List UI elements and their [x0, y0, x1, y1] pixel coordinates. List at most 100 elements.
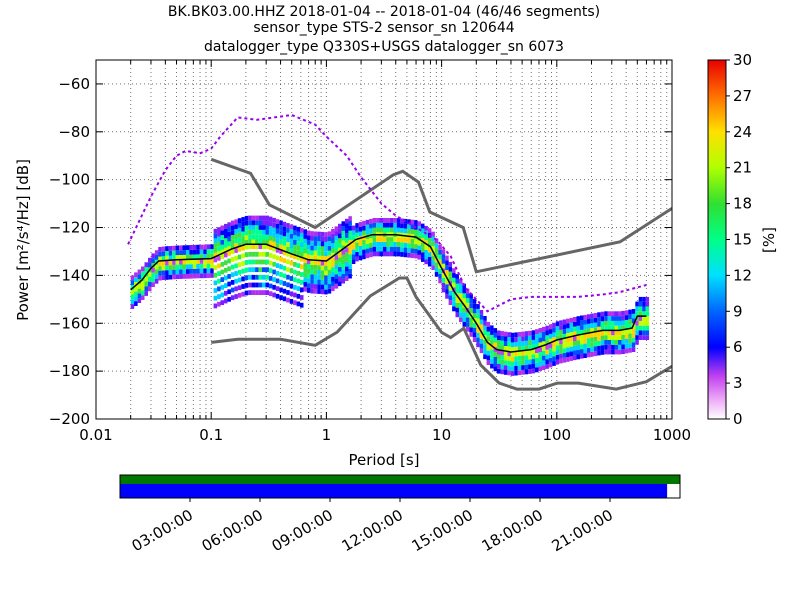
psd-cell	[154, 264, 159, 270]
psd-cell	[469, 308, 473, 313]
psd-cell	[452, 301, 456, 307]
psd-cell	[541, 355, 546, 361]
psd-cell	[234, 263, 238, 269]
psd-cell	[199, 249, 204, 255]
psd-cell	[351, 230, 356, 236]
psd-cell	[400, 223, 404, 229]
psd-cell	[490, 330, 494, 335]
psd-cell	[541, 346, 546, 351]
psd-cell	[293, 285, 297, 290]
psd-cell	[268, 291, 273, 297]
psd-cell	[203, 249, 207, 255]
psd-cell	[161, 256, 166, 261]
psd-cell	[497, 364, 501, 369]
psd-cell	[441, 263, 446, 269]
psd-cell	[497, 344, 501, 350]
psd-cell	[624, 324, 629, 330]
psd-cell	[645, 316, 650, 321]
psd-cell	[241, 276, 245, 282]
psd-cell	[541, 331, 546, 337]
psd-cell	[483, 354, 487, 360]
psd-cell	[313, 269, 318, 275]
psd-cell	[472, 332, 477, 338]
psd-cell	[500, 369, 504, 375]
psd-cell	[220, 230, 224, 236]
psd-cell	[168, 250, 173, 256]
psd-cell	[372, 222, 377, 228]
psd-cell	[241, 253, 245, 259]
psd-cell	[351, 254, 356, 260]
psd-cell	[289, 233, 294, 239]
psd-cell	[151, 253, 155, 259]
psd-cell	[279, 239, 283, 245]
psd-cell	[510, 356, 515, 362]
psd-cell	[548, 338, 553, 344]
psd-cell	[569, 317, 574, 323]
psd-cell	[331, 276, 335, 282]
psd-cell	[217, 255, 221, 261]
psd-cell	[383, 246, 387, 252]
psd-cell	[265, 251, 269, 257]
psd-cell	[248, 239, 252, 245]
psd-cell	[424, 254, 428, 260]
psd-cell	[503, 336, 508, 342]
psd-cell	[186, 273, 190, 279]
psd-cell	[251, 244, 256, 250]
psd-cell	[638, 296, 643, 302]
psd-cell	[244, 235, 249, 240]
psd-cell	[452, 292, 456, 297]
psd-cell	[580, 325, 584, 330]
psd-cell	[251, 215, 256, 221]
psd-cell	[531, 354, 536, 360]
psd-cell	[165, 265, 169, 271]
psd-cell	[282, 250, 287, 256]
psd-cell	[334, 245, 339, 251]
psd-cell	[275, 219, 280, 224]
psd-cell	[320, 236, 325, 242]
psd-cell	[600, 350, 605, 355]
psd-cell	[334, 240, 339, 246]
psd-cell	[517, 360, 522, 366]
psd-cell	[265, 234, 269, 240]
psd-cell	[580, 344, 584, 350]
psd-cell	[175, 250, 180, 256]
psd-cell	[628, 314, 632, 320]
psd-cell	[324, 232, 328, 237]
psd-cell	[199, 273, 204, 279]
psd-cell	[141, 266, 145, 272]
psd-cell	[279, 272, 283, 277]
psd-cell	[165, 246, 169, 251]
psd-cell	[293, 230, 297, 236]
psd-cell	[234, 255, 238, 261]
psd-cell	[531, 335, 536, 340]
psd-cell	[607, 344, 612, 350]
psd-cell	[175, 274, 180, 280]
x-tick-label: 1	[322, 426, 332, 444]
psd-cell	[590, 342, 594, 348]
psd-cell	[289, 238, 294, 244]
psd-cell	[559, 349, 563, 354]
psd-cell	[268, 231, 273, 236]
psd-cell	[490, 325, 494, 331]
psd-cell	[154, 278, 159, 284]
psd-cell	[230, 249, 235, 255]
psd-cell	[607, 316, 612, 321]
psd-cell	[144, 262, 148, 268]
psd-cell	[189, 259, 193, 265]
psd-cell	[324, 265, 328, 271]
psd-cell	[241, 284, 245, 289]
psd-cell	[230, 230, 235, 235]
psd-cell	[310, 236, 314, 241]
psd-cell	[624, 329, 629, 335]
psd-cell	[158, 261, 162, 267]
psd-cell	[210, 268, 214, 274]
psd-cell	[213, 295, 218, 301]
psd-cell	[338, 252, 342, 258]
psd-cell	[407, 243, 411, 248]
psd-cell	[383, 227, 387, 233]
psd-cell	[479, 334, 484, 339]
psd-cell	[379, 251, 383, 257]
psd-cell	[624, 343, 629, 349]
psd-cell	[376, 251, 380, 257]
psd-cell	[196, 254, 200, 260]
